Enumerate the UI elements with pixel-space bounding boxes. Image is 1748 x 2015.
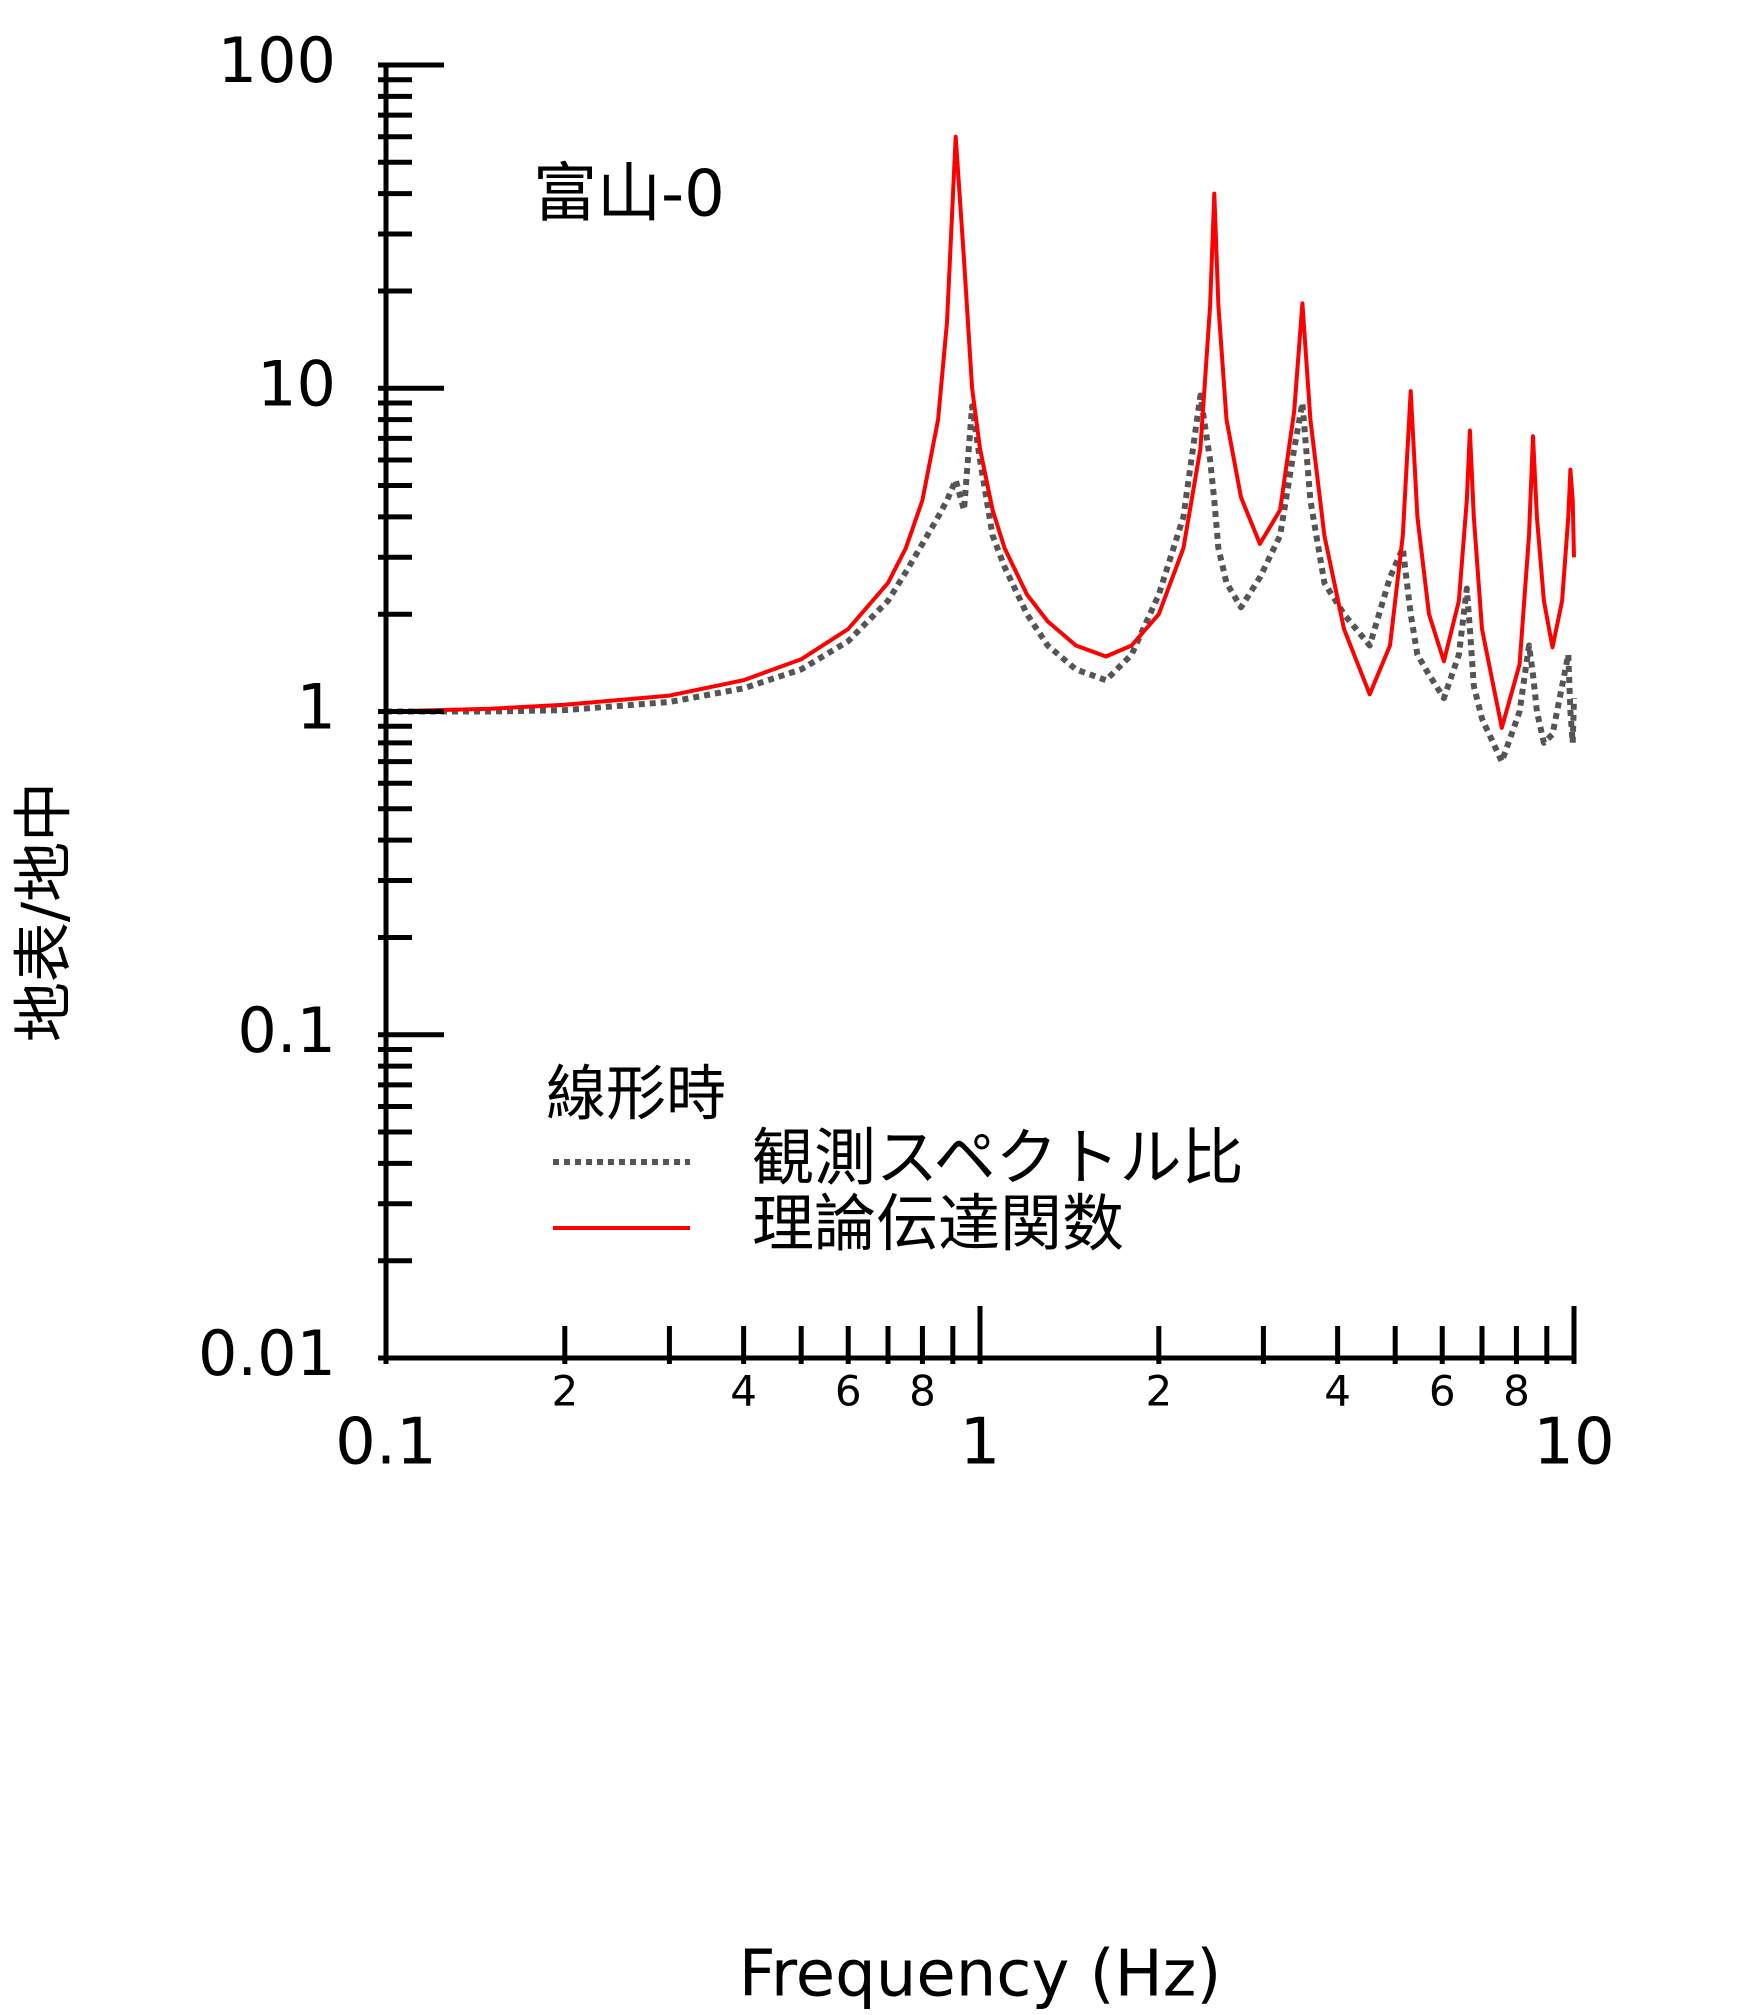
- x-tick-label: 6: [835, 1367, 862, 1416]
- series-line: [386, 392, 1577, 765]
- annotation: 富山-0: [533, 158, 725, 232]
- x-tick-label: 6: [1429, 1367, 1456, 1416]
- x-tick-label: 10: [1533, 1406, 1614, 1480]
- x-tick-label: 2: [1145, 1367, 1172, 1416]
- x-tick-label: 4: [1324, 1367, 1351, 1416]
- x-axis-label: Frequency (Hz): [739, 1938, 1222, 2012]
- y-tick-label: 0.1: [237, 994, 336, 1067]
- x-tick-label: 4: [730, 1367, 757, 1416]
- y-tick-label: 1: [297, 671, 336, 744]
- legend-label: 観測スペクトル比: [752, 1121, 1244, 1194]
- x-tick-label: 1: [960, 1406, 1001, 1480]
- x-tick-label: 2: [551, 1367, 578, 1416]
- y-axis-label: 地表/地中: [10, 782, 80, 1042]
- x-tick-label: 8: [909, 1367, 936, 1416]
- x-tick-label: 8: [1503, 1367, 1530, 1416]
- y-tick-label: 100: [218, 24, 336, 97]
- y-tick-label: 10: [257, 347, 336, 420]
- legend-label: 理論伝達関数: [752, 1187, 1124, 1260]
- series-line: [385, 134, 1576, 730]
- y-tick-label: 0.01: [198, 1317, 336, 1390]
- x-tick-label: 0.1: [335, 1406, 437, 1480]
- legend-title: 線形時: [546, 1060, 726, 1130]
